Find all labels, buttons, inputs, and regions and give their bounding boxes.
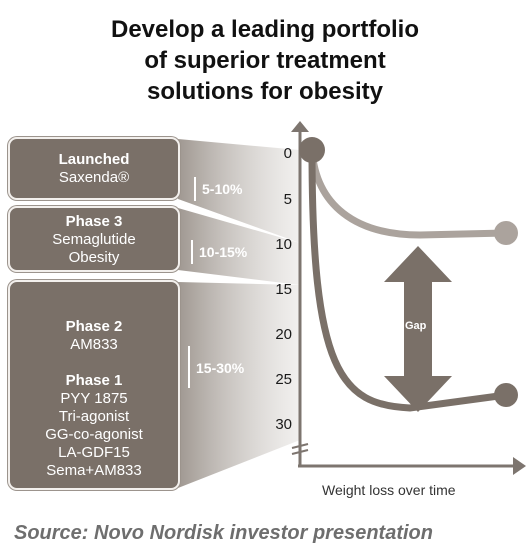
x-axis-arrowhead (513, 457, 526, 475)
y-tick-0: 0 (283, 145, 292, 162)
box-launched-item: Saxenda® (58, 169, 130, 186)
page-title: Develop a leading portfolio of superior … (60, 14, 470, 107)
box-phase3-item-2: Obesity (68, 249, 120, 266)
range-phase12-label: 15-30% (196, 360, 245, 376)
box-phase2-phase1: Phase 2 AM833 Phase 1 PYY 1875 Tri-agoni… (8, 280, 180, 490)
axis-break-2 (291, 449, 309, 455)
box-phase1-item-4: LA-GDF15 (58, 444, 130, 461)
curve-start-point (299, 137, 325, 163)
range-phase12: 15-30% (188, 346, 245, 388)
range-phase3-label: 10-15% (199, 244, 248, 260)
box-launched: Launched Saxenda® (8, 137, 180, 200)
gap-arrow (384, 246, 452, 412)
y-tick-5: 5 (283, 191, 292, 208)
y-tick-20: 20 (275, 326, 292, 343)
y-tick-15: 15 (275, 281, 292, 298)
source-caption: Source: Novo Nordisk investor presentati… (14, 522, 433, 544)
box-phase3: Phase 3 Semaglutide Obesity (8, 206, 180, 272)
curve-current-endpoint (494, 221, 518, 245)
curve-current-treatment (308, 146, 510, 239)
y-tick-30: 30 (275, 416, 292, 433)
title-line-1: Develop a leading portfolio (110, 16, 420, 43)
projection-launched (178, 139, 300, 243)
x-axis-label: Weight loss over time (322, 482, 456, 498)
gap-label: Gap (405, 320, 427, 332)
projection-phase12 (178, 282, 300, 488)
box-phase1-heading: Phase 1 (65, 372, 123, 389)
curve-future-endpoint (494, 383, 518, 407)
box-phase1-item-2: Tri-agonist (58, 408, 130, 425)
box-phase3-item-1: Semaglutide (52, 231, 136, 248)
y-tick-25: 25 (275, 371, 292, 388)
box-phase1-item-1: PYY 1875 (60, 390, 128, 407)
box-phase1-item-5: Sema+AM833 (46, 462, 142, 479)
range-launched: 5-10% (194, 177, 243, 201)
y-axis-arrowhead (291, 121, 309, 132)
box-phase3-heading: Phase 3 (65, 213, 123, 230)
box-phase1-item-3: GG-co-agonist (45, 426, 143, 443)
box-phase2-item: AM833 (70, 336, 118, 353)
range-launched-label: 5-10% (202, 181, 243, 197)
box-phase2-heading: Phase 2 (65, 318, 123, 335)
range-phase3: 10-15% (191, 240, 248, 264)
curve-future-treatment (308, 146, 510, 412)
title-line-2: of superior treatment (144, 47, 386, 74)
y-tick-10: 10 (275, 236, 292, 253)
box-launched-heading: Launched (58, 151, 130, 168)
projection-phase3 (178, 208, 300, 285)
axis-break-1 (291, 443, 309, 449)
title-line-3: solutions for obesity (146, 78, 383, 105)
